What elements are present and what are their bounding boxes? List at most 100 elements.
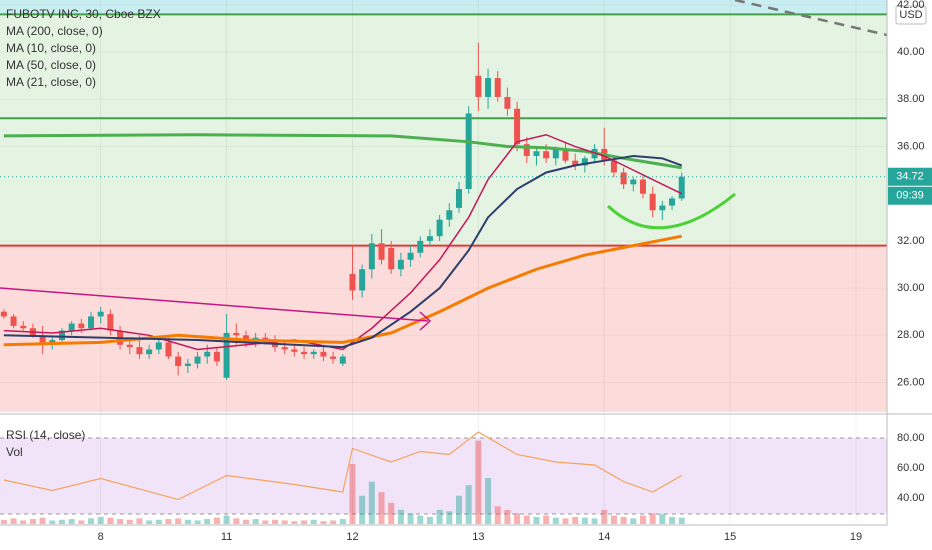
candle-body	[475, 75, 482, 97]
y-tick-label: 32.00	[897, 235, 925, 247]
volume-bar	[533, 516, 540, 524]
y-tick-label: 30.00	[897, 282, 925, 294]
candle-body	[310, 351, 317, 355]
volume-bar	[436, 509, 443, 524]
volume-bar	[669, 516, 676, 524]
candle-body	[281, 347, 288, 350]
candle-body	[136, 347, 143, 355]
candle-body	[388, 248, 395, 270]
candle-body	[678, 176, 685, 199]
ma-line	[3, 133, 682, 170]
volume-bar	[659, 514, 666, 524]
candle-body	[543, 151, 550, 159]
candle-body	[339, 356, 346, 364]
volume-bar	[475, 440, 482, 524]
volume-bar	[649, 513, 656, 524]
trend-line	[734, 0, 888, 37]
candle-body	[291, 349, 298, 352]
drawing-curve	[606, 192, 736, 230]
volume-bar	[514, 513, 521, 524]
candle-body	[455, 189, 462, 208]
candle-body	[562, 148, 569, 161]
candle-body	[359, 269, 366, 291]
volume-bar	[678, 517, 685, 524]
volume-bar	[68, 519, 75, 524]
volume-bar	[155, 519, 162, 524]
candle-body	[514, 108, 521, 145]
ma-line	[3, 234, 682, 347]
volume-bar	[29, 519, 36, 524]
candle-body	[407, 252, 414, 260]
volume-bar	[485, 478, 492, 524]
candle-body	[446, 210, 453, 220]
candle-body	[165, 342, 172, 357]
volume-bar	[330, 520, 337, 524]
volume-bar	[620, 516, 627, 524]
zone-mid	[0, 14, 887, 246]
candle-body	[20, 325, 27, 329]
last-price-box	[888, 167, 932, 186]
candle-body	[39, 335, 46, 345]
candle-body	[330, 356, 337, 359]
candle-body	[436, 219, 443, 237]
y-tick-label: 38.00	[897, 93, 925, 105]
candle-body	[397, 259, 404, 270]
candle-body	[426, 236, 433, 241]
chart-title: FUBOTV INC, 30, Cboe BZX	[6, 7, 161, 21]
candle-body	[349, 273, 356, 291]
volume-bar	[407, 513, 414, 524]
candle-body	[669, 198, 676, 206]
x-tick-label: 19	[850, 531, 862, 543]
x-tick-label: 13	[472, 531, 484, 543]
y-tick-label: 26.00	[897, 376, 925, 388]
candle-body	[378, 243, 385, 260]
x-tick-label: 14	[598, 531, 610, 543]
candle-body	[146, 349, 153, 355]
volume-bar	[291, 521, 298, 524]
candle-body	[630, 179, 637, 185]
volume-bar	[397, 509, 404, 524]
volume-bar	[252, 519, 259, 524]
volume-bar	[107, 517, 114, 524]
candle-body	[659, 205, 666, 211]
volume-bar	[301, 520, 308, 524]
y-tick-label: 36.00	[897, 140, 925, 152]
volume-bar	[204, 519, 211, 524]
rsi-line	[3, 431, 683, 501]
y-tick-label: 42.00	[897, 0, 925, 11]
candle-body	[552, 148, 559, 159]
candle-body	[649, 193, 656, 211]
candle-body	[175, 356, 182, 366]
candle-body	[494, 78, 501, 97]
volume-bar	[639, 515, 646, 524]
volume-bar	[359, 495, 366, 524]
candle-body	[78, 323, 85, 329]
x-tick-label: 8	[98, 531, 104, 543]
candle-body	[88, 316, 95, 329]
candle-body	[68, 323, 75, 331]
legend-entry: MA (200, close, 0)	[6, 24, 103, 38]
volume-bar	[272, 519, 279, 524]
volume-bar	[543, 515, 550, 524]
overlay: 8 11 12 13 14 15 19 26.00 28.00 30.00 32.00 36.00 38…	[6, 0, 932, 543]
volume-bar	[0, 519, 7, 524]
candle-body	[504, 96, 511, 109]
candle-body	[107, 314, 114, 331]
volume-bar	[175, 518, 182, 524]
volume-bar	[552, 517, 559, 524]
grid	[0, 0, 887, 524]
volume-bar	[572, 516, 579, 524]
volume-bar	[388, 502, 395, 524]
marks	[0, 13, 887, 524]
volume-bar	[562, 518, 569, 524]
candle-body	[368, 243, 375, 270]
legend-entry: MA (21, close, 0)	[6, 75, 96, 89]
volume-bar	[465, 485, 472, 524]
candle-body	[485, 78, 492, 97]
volume-bar	[426, 516, 433, 524]
candle-body	[620, 172, 627, 185]
last-price-label: 34.72	[896, 171, 924, 183]
legend-entry: MA (10, close, 0)	[6, 41, 96, 55]
volume-bar	[78, 520, 85, 524]
